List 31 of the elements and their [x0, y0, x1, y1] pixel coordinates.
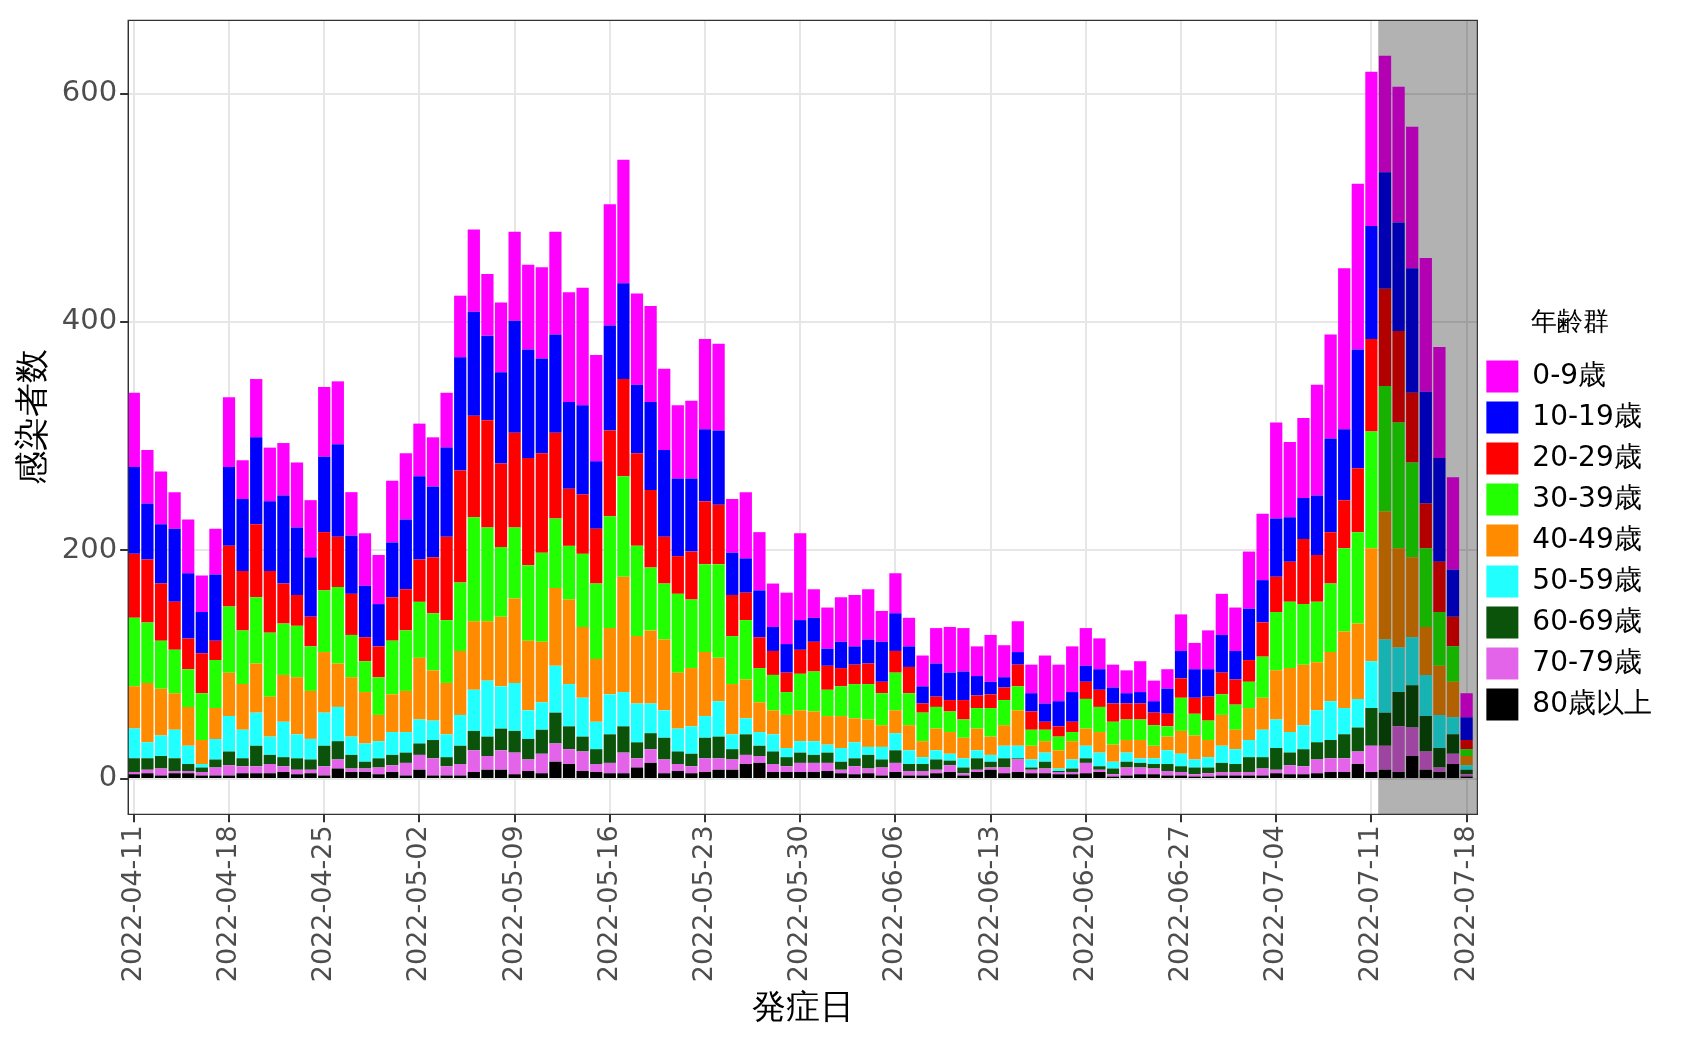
- y-tick-label: 0: [98, 759, 118, 794]
- legend-label: 60-69歳: [1532, 603, 1642, 637]
- legend-label: 0-9歳: [1532, 357, 1607, 391]
- y-axis-title: 感染者数: [11, 349, 52, 486]
- legend-label: 20-29歳: [1532, 439, 1642, 473]
- x-tick-label: 2022-05-23: [687, 825, 719, 983]
- x-tick-label: 2022-06-06: [877, 825, 909, 983]
- legend-label: 80歳以上: [1532, 685, 1653, 719]
- legend-label: 40-49歳: [1532, 521, 1642, 555]
- y-tick-label: 200: [61, 530, 118, 565]
- x-tick-label: 2022-05-09: [496, 825, 528, 983]
- x-tick-label: 2022-06-20: [1067, 825, 1099, 983]
- x-tick-label: 2022-05-16: [591, 825, 623, 983]
- legend-title: 年齢群: [1530, 306, 1609, 337]
- legend-label: 70-79歳: [1532, 644, 1642, 678]
- x-tick-label: 2022-04-11: [115, 825, 147, 983]
- x-axis-title: 発症日: [751, 986, 854, 1027]
- x-tick-label: 2022-07-11: [1353, 825, 1385, 983]
- x-tick-label: 2022-04-25: [306, 825, 338, 983]
- x-tick-label: 2022-07-18: [1448, 825, 1480, 983]
- x-tick-label: 2022-06-13: [972, 825, 1004, 983]
- x-tick-label: 2022-05-30: [782, 825, 814, 983]
- x-tick-label: 2022-05-02: [401, 825, 433, 983]
- y-tick-label: 400: [61, 302, 118, 337]
- y-tick-label: 600: [61, 74, 118, 109]
- legend-label: 30-39歳: [1532, 480, 1642, 514]
- legend-label: 10-19歳: [1532, 398, 1642, 432]
- x-tick-label: 2022-04-18: [211, 825, 243, 983]
- legend-label: 50-59歳: [1532, 562, 1642, 596]
- x-tick-label: 2022-06-27: [1163, 825, 1195, 983]
- x-tick-label: 2022-07-04: [1258, 825, 1290, 983]
